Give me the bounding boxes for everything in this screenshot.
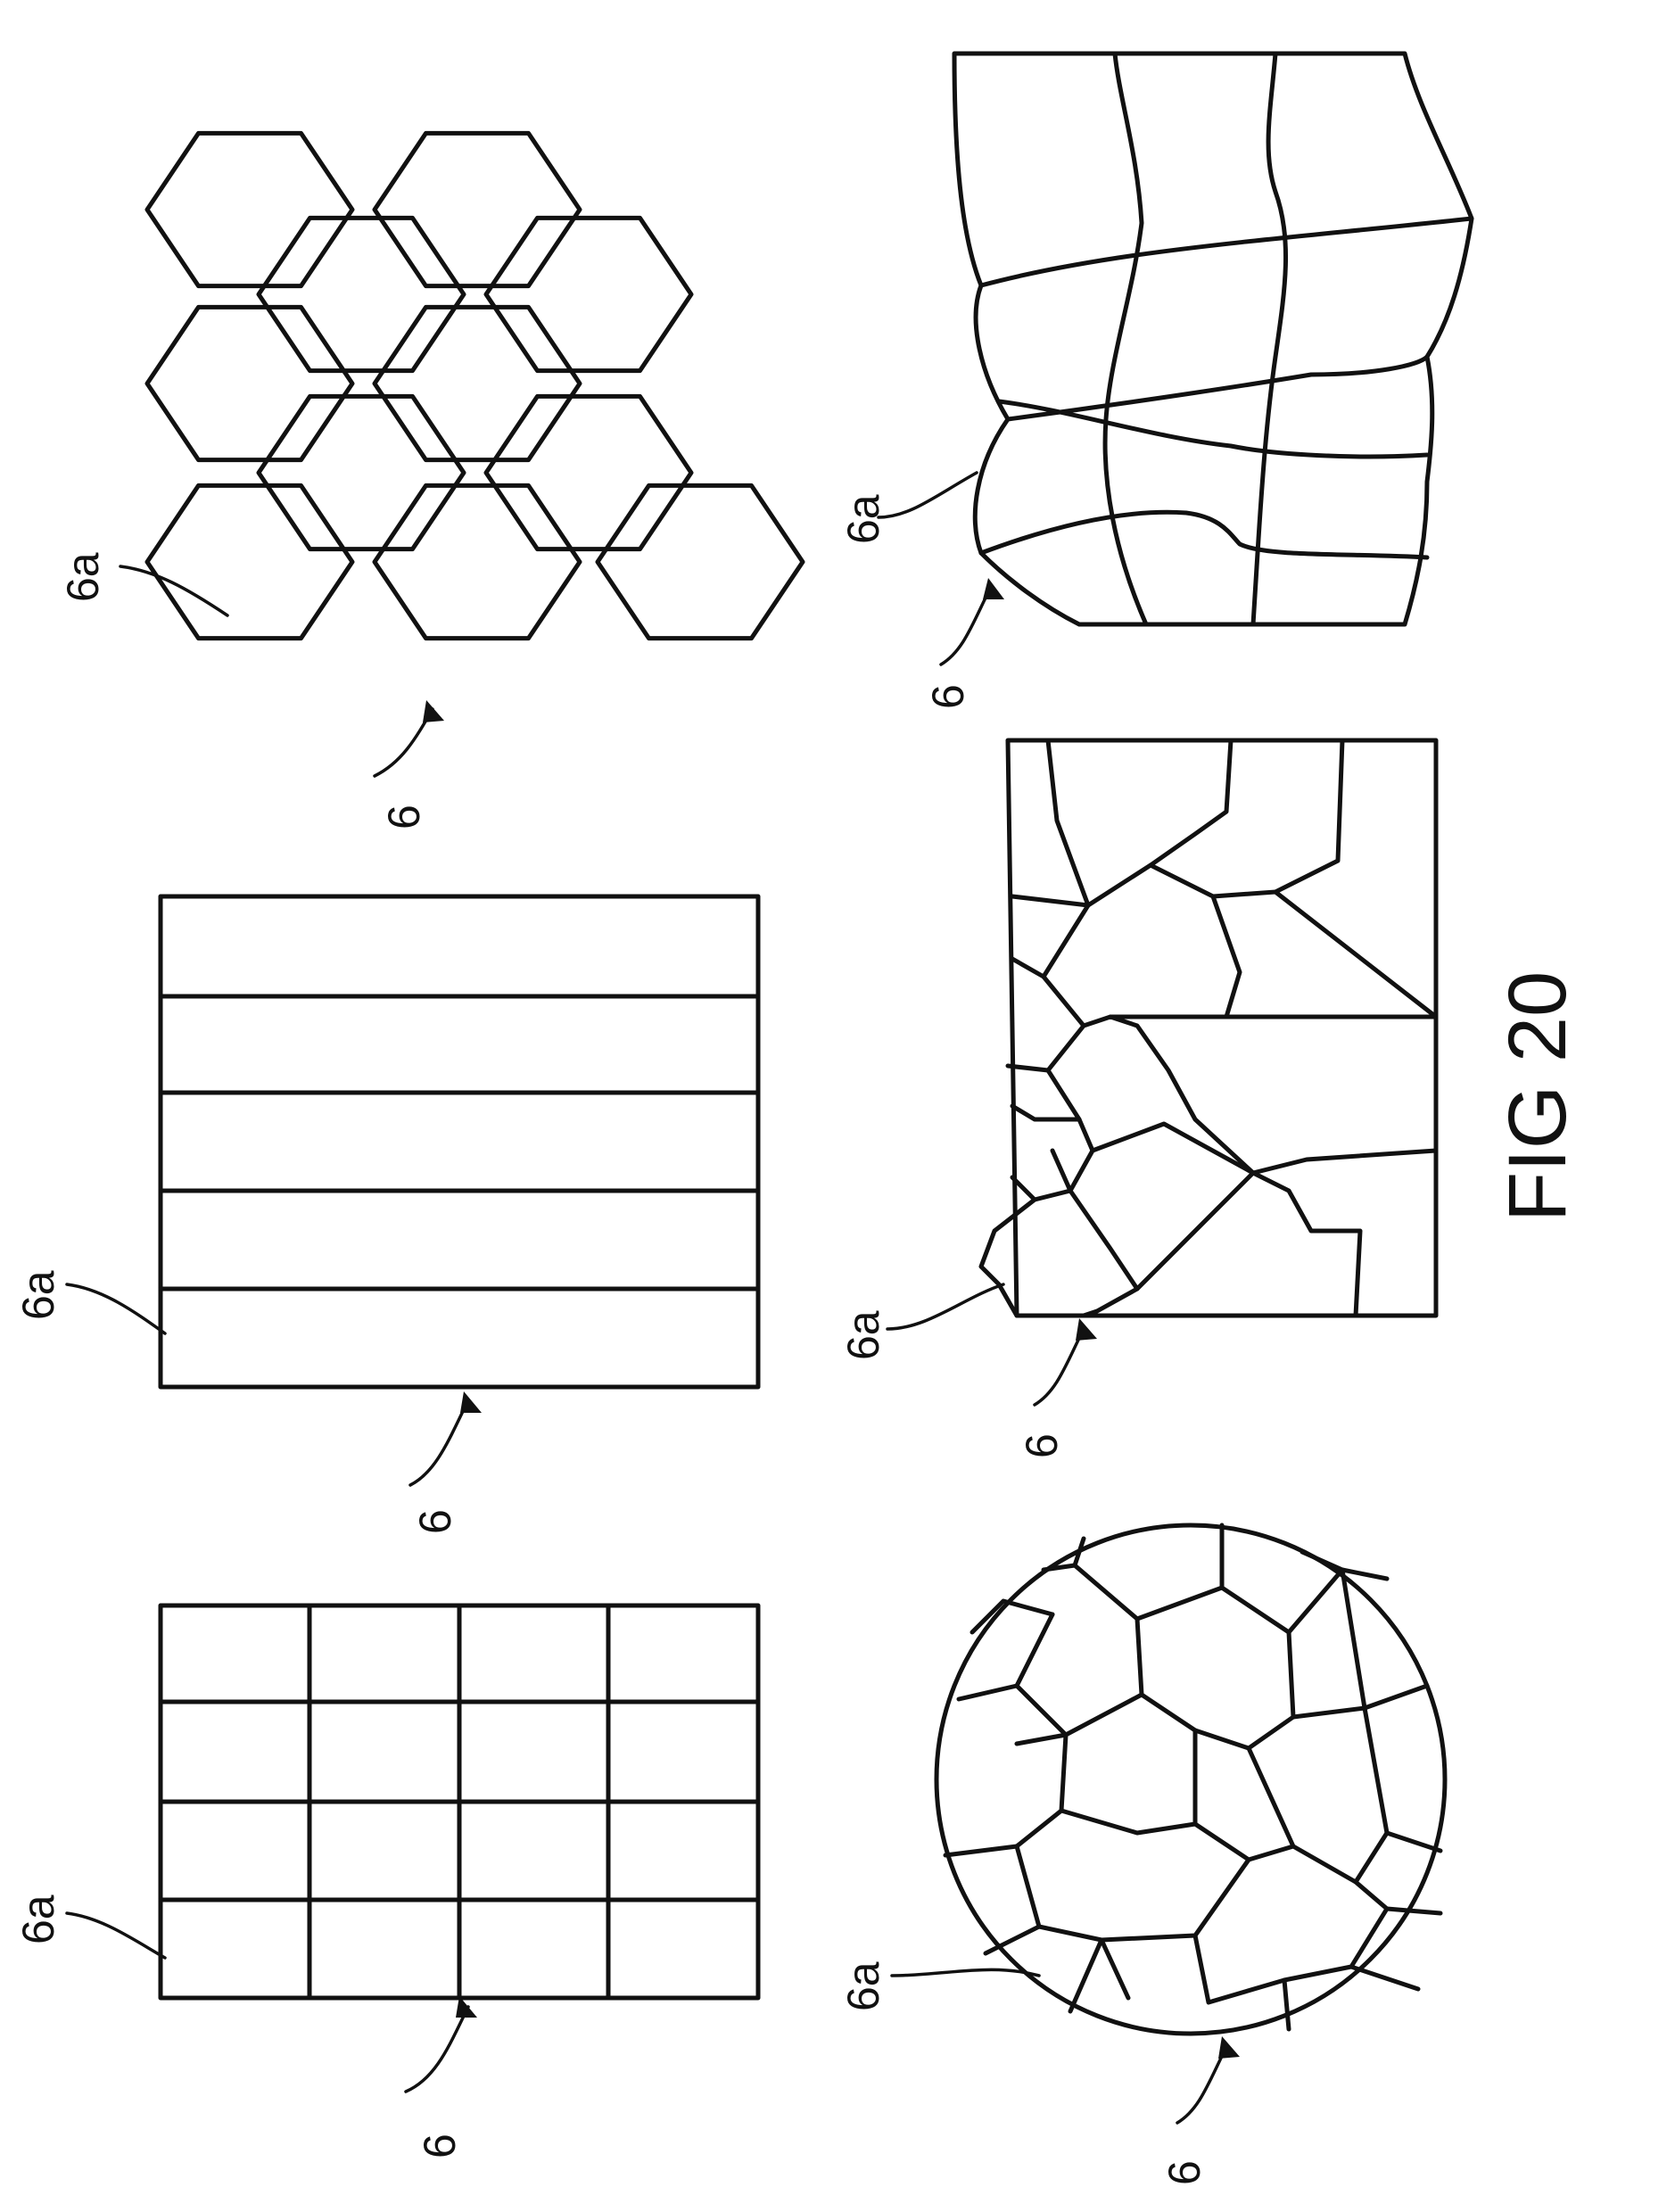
label-6-distorted: 6 [923, 684, 973, 709]
leader-6a [879, 473, 977, 517]
distorted-outline [954, 54, 1472, 624]
arrowhead-icon [1076, 1318, 1097, 1341]
leader-6 [941, 589, 990, 664]
panel-irregular-cells [887, 740, 1436, 1405]
leader-6a [67, 1284, 165, 1333]
hexagon-cell [598, 485, 803, 638]
leader-6 [406, 2007, 468, 2092]
hexagon-cell [259, 396, 464, 549]
hexagon-cell [486, 218, 691, 370]
leader-6 [410, 1400, 468, 1485]
hexagon-cell [375, 133, 580, 285]
label-6a-hex: 6a [58, 552, 108, 602]
label-6a-irregular: 6a [838, 1310, 888, 1360]
arrowhead-icon [423, 700, 444, 722]
leader-6a [892, 1969, 1039, 1976]
label-6-grid: 6 [415, 2134, 465, 2158]
hexagon-cell [147, 133, 352, 285]
figure-title: FIG 20 [1492, 971, 1583, 1222]
arrowhead-icon [460, 1391, 482, 1413]
hexagon-cell [486, 396, 691, 549]
hexagon-cell [375, 307, 580, 459]
arrowhead-icon [983, 578, 1004, 599]
leader-6a [887, 1284, 1003, 1329]
stripes-outline [161, 896, 758, 1387]
arrowhead-icon [1218, 2036, 1240, 2059]
hexagon-cell [375, 485, 580, 638]
label-6a-circle: 6a [838, 1961, 888, 2011]
panel-stripes [67, 896, 758, 1485]
label-6a-grid: 6a [13, 1894, 63, 1944]
label-6a-distorted: 6a [838, 494, 888, 544]
hexagon-cell [147, 485, 352, 638]
panel-circle-cells [892, 1525, 1445, 2123]
panel-rect-grid [67, 1605, 758, 2092]
label-6-irregular: 6 [1017, 1433, 1067, 1458]
label-6a-stripes: 6a [13, 1270, 63, 1320]
leader-6a [67, 1913, 165, 1958]
panel-hexagons [147, 133, 803, 638]
hexagon-cell [147, 307, 352, 459]
leader-6a [120, 566, 227, 615]
label-6-stripes: 6 [410, 1509, 460, 1534]
panel-distorted-grid [879, 54, 1472, 664]
label-6-hex: 6 [379, 805, 429, 830]
hexagon-cell [259, 218, 464, 370]
label-6-circle: 6 [1159, 2160, 1209, 2185]
irregular-outline [1008, 740, 1436, 1316]
